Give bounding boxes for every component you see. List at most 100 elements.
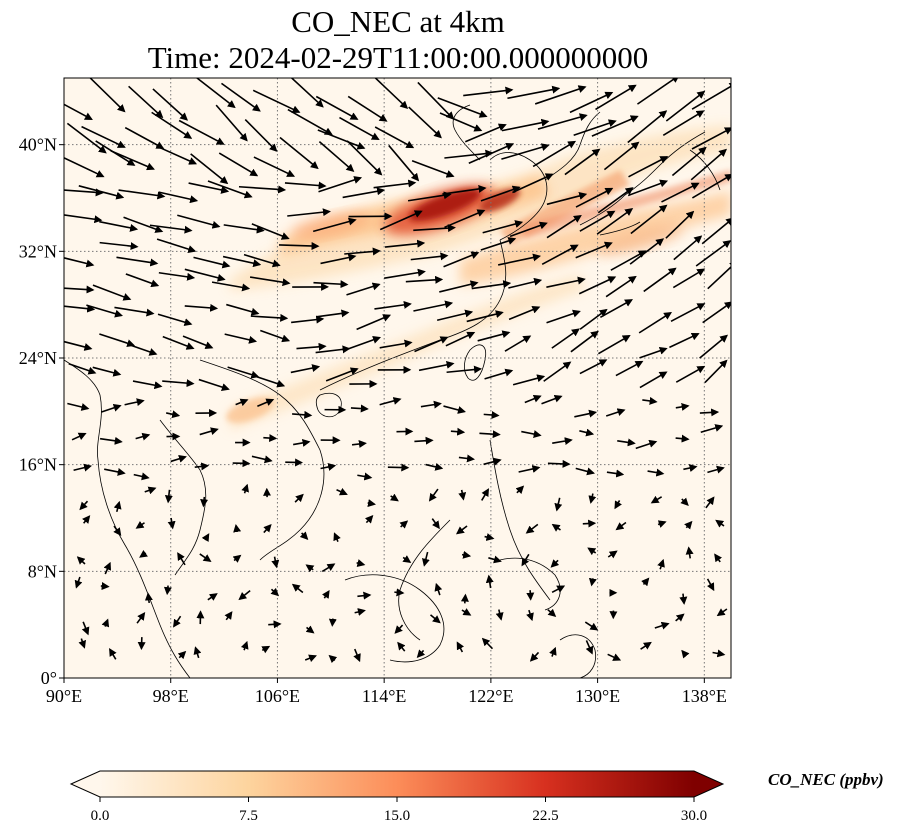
wind-arrow <box>354 608 366 616</box>
x-tick-label: 114°E <box>362 686 407 706</box>
wind-arrow <box>579 210 616 232</box>
wind-arrow <box>578 276 617 295</box>
wind-arrow <box>597 335 631 355</box>
wind-arrow <box>374 78 409 110</box>
wind-arrow <box>416 649 426 658</box>
wind-arrow <box>521 553 530 567</box>
wind-arrow <box>144 592 153 604</box>
wind-arrow <box>575 467 596 476</box>
wind-arrow <box>675 402 690 411</box>
wind-arrow <box>606 469 625 478</box>
wind-arrow <box>211 281 251 292</box>
wind-arrow <box>627 110 668 144</box>
wind-arrow <box>549 646 557 657</box>
wind-arrow <box>170 454 187 463</box>
wind-arrow <box>336 487 348 496</box>
wind-arrow <box>207 180 253 199</box>
wind-arrow <box>261 645 271 654</box>
wind-arrow <box>199 427 219 436</box>
wind-arrow <box>681 649 690 659</box>
wind-arrow <box>321 589 330 599</box>
wind-arrow <box>647 468 665 477</box>
wind-arrow <box>250 313 289 322</box>
wind-arrow <box>610 250 647 271</box>
wind-arrow <box>420 400 442 409</box>
wind-arrow <box>434 582 443 596</box>
wind-arrow <box>684 520 693 530</box>
wind-arrow <box>579 308 608 330</box>
wind-arrow <box>547 608 557 618</box>
wind-arrow <box>162 379 195 388</box>
wind-arrow <box>402 555 412 563</box>
wind-arrow <box>101 403 122 413</box>
wind-arrow <box>66 122 107 154</box>
wind-arrow <box>685 546 694 559</box>
wind-arrow <box>479 430 501 439</box>
y-tick-label: 32°N <box>19 241 57 261</box>
wind-arrow <box>532 140 577 168</box>
wind-arrow <box>110 150 155 171</box>
wind-arrow <box>164 489 173 504</box>
colorbar-body <box>100 771 694 797</box>
wind-arrow <box>166 410 181 419</box>
wind-arrow <box>534 85 587 105</box>
wind-arrow <box>706 578 715 592</box>
wind-arrow <box>468 142 515 165</box>
wind-arrow <box>715 519 725 528</box>
wind-arrow <box>638 311 673 334</box>
wind-arrow <box>585 640 594 655</box>
wind-arrow <box>136 612 146 624</box>
wind-arrow <box>200 496 209 508</box>
wind-arrow <box>346 336 382 351</box>
wind-arrow <box>158 191 199 204</box>
wind-arrow <box>190 153 229 185</box>
wind-arrow <box>133 472 150 481</box>
wind-arrow <box>76 556 86 565</box>
wind-arrow <box>665 210 695 239</box>
wind-arrow <box>339 116 380 141</box>
wind-arrow <box>135 520 145 529</box>
wind-arrow <box>79 500 89 511</box>
wind-arrow <box>501 143 550 160</box>
wind-arrow <box>458 489 467 501</box>
wind-arrow <box>704 359 728 384</box>
wind-arrow <box>177 214 221 229</box>
wind-arrow <box>672 268 706 289</box>
wind-arrow <box>101 618 110 628</box>
wind-arrow <box>680 497 689 506</box>
wind-arrow <box>488 555 502 564</box>
wind-arrow <box>162 335 195 350</box>
wind-arrow <box>263 434 278 443</box>
wind-arrow <box>235 398 249 407</box>
wind-arrow <box>156 238 197 253</box>
wind-arrow <box>551 585 566 594</box>
wind-arrow <box>379 339 413 349</box>
wind-arrow <box>271 556 280 569</box>
wind-arrow <box>643 267 677 293</box>
wind-arrow <box>635 439 658 450</box>
wind-arrow <box>579 428 595 437</box>
wind-arrow <box>537 113 588 130</box>
wind-arrow <box>460 593 469 604</box>
wind-arrow <box>227 366 260 379</box>
wind-arrow <box>552 437 573 446</box>
wind-arrow <box>661 182 700 203</box>
wind-arrow <box>71 432 87 441</box>
wind-arrow <box>524 394 542 404</box>
colorbar-extend-max <box>694 771 723 797</box>
wind-arrow <box>224 611 233 621</box>
wind-arrow <box>103 561 112 575</box>
wind-arrow <box>573 119 617 137</box>
wind-arrow <box>163 585 172 596</box>
y-tick-label: 16°N <box>19 455 57 475</box>
wind-arrow <box>224 333 258 344</box>
wind-arrow <box>501 118 550 132</box>
y-axis-ticks: 0° 8°N 16°N 24°N 32°N 40°N <box>19 135 64 688</box>
wind-arrow <box>199 553 212 563</box>
wind-arrow <box>422 551 430 567</box>
wind-arrow <box>588 577 597 587</box>
wind-arrow <box>413 224 456 233</box>
wind-arrow <box>304 654 317 663</box>
wind-arrow <box>92 366 122 377</box>
wind-arrow <box>456 641 465 653</box>
